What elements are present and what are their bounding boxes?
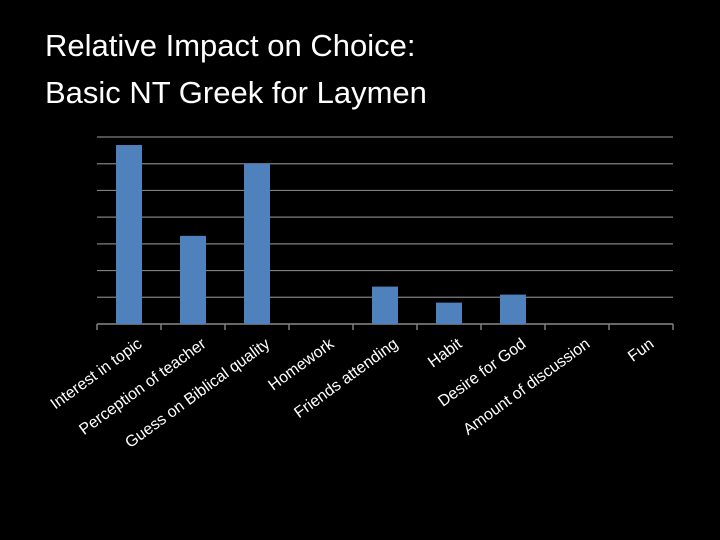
bar bbox=[116, 145, 142, 324]
x-tick-label: Habit bbox=[425, 335, 466, 371]
x-tick-label: Friends attending bbox=[291, 335, 401, 421]
bar bbox=[436, 302, 462, 324]
bar bbox=[500, 294, 526, 324]
bar bbox=[244, 163, 270, 324]
chart-title: Relative Impact on Choice: bbox=[45, 28, 415, 63]
chart-title: Basic NT Greek for Laymen bbox=[45, 75, 427, 110]
x-tick-label: Fun bbox=[625, 335, 657, 365]
bar bbox=[180, 235, 206, 324]
bar bbox=[372, 286, 398, 324]
